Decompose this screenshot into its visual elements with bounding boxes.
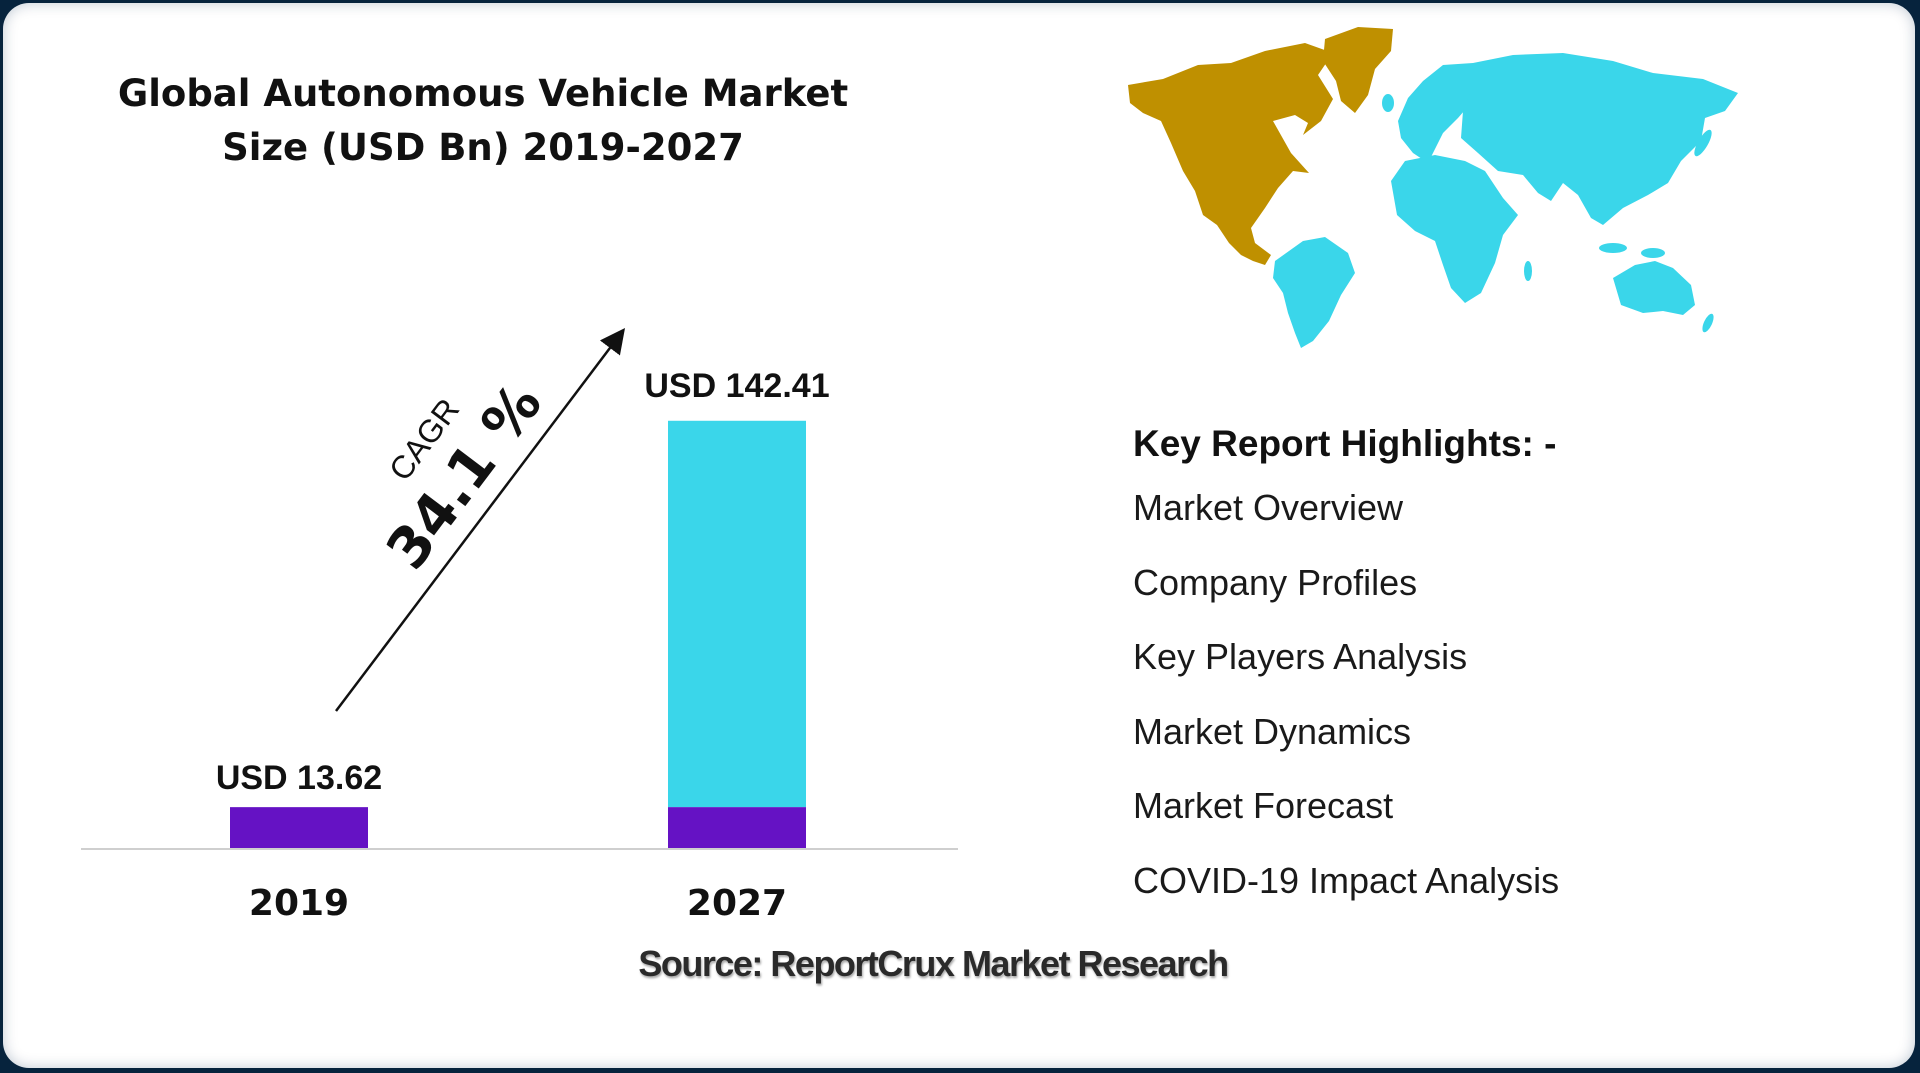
highlight-item: Market Forecast (1133, 785, 1394, 826)
new-zealand-shape (1702, 313, 1714, 333)
asia-shape (1461, 53, 1738, 225)
greenland-shape (1323, 27, 1393, 113)
uk-shape (1382, 94, 1394, 112)
japan-shape (1694, 129, 1712, 157)
cagr-arrow (335, 328, 626, 712)
highlight-item: Company Profiles (1133, 561, 1418, 603)
indonesia-shape (1641, 248, 1665, 258)
world-map-icon (1128, 27, 1738, 348)
indonesia-shape (1599, 243, 1627, 253)
highlights-list: Market Overview Company Profiles Key Pla… (1133, 486, 1559, 933)
data-label-2027: USD 142.41 (644, 367, 829, 405)
madagascar-shape (1524, 261, 1532, 281)
source-note: Source: ReportCrux Market Research (638, 943, 1229, 984)
chart-title: Global Autonomous Vehicle Market Size (U… (63, 67, 903, 175)
europe-shape (1398, 63, 1483, 163)
bar-2027-base (668, 807, 806, 848)
highlight-item: COVID-19 Impact Analysis (1133, 859, 1560, 901)
data-label-2019: USD 13.62 (216, 759, 382, 797)
x-tick-label-2027: 2027 (687, 883, 787, 924)
chart-title-line-2: Size (USD Bn) 2019-2027 (222, 126, 744, 169)
north-america-shape (1128, 43, 1333, 265)
highlight-item: Market Overview (1133, 487, 1404, 528)
south-america-shape (1273, 237, 1355, 348)
highlight-item: Key Players Analysis (1133, 636, 1468, 677)
australia-shape (1613, 261, 1695, 315)
infographic-frame: Global Autonomous Vehicle Market Size (U… (3, 3, 1915, 1068)
bar-2027-growth (668, 420, 806, 808)
highlight-item: Market Dynamics (1133, 710, 1412, 752)
chart-title-line-1: Global Autonomous Vehicle Market (117, 72, 849, 115)
highlights-heading: Key Report Highlights: - (1133, 423, 1557, 464)
africa-shape (1391, 155, 1518, 303)
chart-svg: USD 13.62 USD 142.41 2019 2027 CAGR 34.1… (81, 27, 1738, 924)
x-tick-label-2019: 2019 (249, 883, 349, 924)
bar-2019 (230, 807, 368, 848)
